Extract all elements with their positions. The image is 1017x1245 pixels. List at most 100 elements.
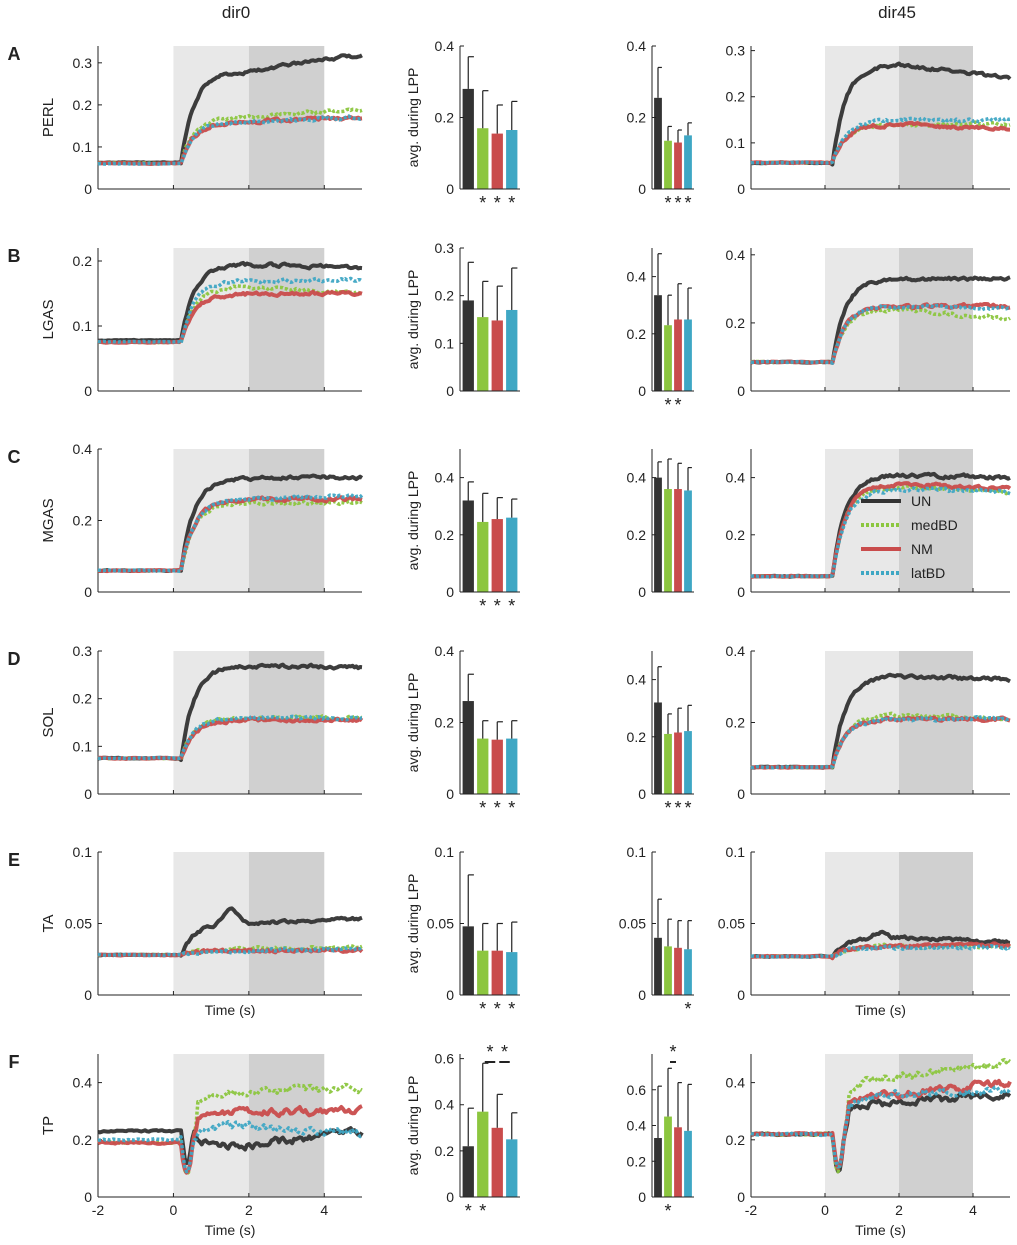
PERL-bar-dir45-star-medBD: * [664,193,671,213]
SOL-bar-dir45-bar-NM [674,732,682,794]
LGAS-bar-dir0-bar-NM [491,320,503,391]
legend-label-NM: NM [911,541,933,557]
LGAS-dir45-perturbation-window [825,248,899,391]
PERL-dir45-trace-NM [750,120,1011,166]
TA-bar-dir0-y-tick-label: 0.1 [435,844,455,860]
LGAS-bar-dir45-y-tick-label: 0.2 [627,326,647,342]
TA-dir0-y-tick-label: 0.05 [65,916,92,932]
TP-dir45-trace-latBD [750,1085,1012,1169]
SOL-bar-dir0-bar-medBD [477,738,489,794]
muscle-label-TP: TP [40,1116,57,1135]
LGAS-dir45-trace-medBD [750,306,1011,365]
PERL-bar-dir45-y-tick-label: 0.2 [627,110,647,126]
TP-bar-dir0-star-UN: * [465,1201,472,1221]
PERL-dir0-y-tick-label: 0 [84,181,92,197]
MGAS-bar-dir0-star-NM: * [494,596,501,616]
PERL-bar-dir0-bar-medBD [477,128,489,189]
TP-dir0-trace-NM [97,1104,363,1175]
TA-bar-dir0-bar-NM [491,950,503,995]
muscle-label-LGAS: LGAS [40,299,57,339]
panel-letter-C: C [8,447,21,467]
LGAS-bar-dir45-bar-NM [674,319,682,391]
TP-bar-dir0-y-tick-label: 0.4 [435,1097,455,1113]
PERL-dir0-y-tick-label: 0.2 [73,97,93,113]
SOL-dir0-y-tick-label: 0.1 [73,738,93,754]
LGAS-bar-dir0-y-tick-label: 0 [446,383,454,399]
MGAS-dir0-lpp-window [248,449,325,592]
PERL-bar-dir45-bar-medBD [664,140,672,189]
MGAS-bar-dir45-y-tick-label: 0 [638,584,646,600]
MGAS-bar-dir0-y-label: avg. during LPP [405,471,421,571]
MGAS-bar-dir0-bar-NM [491,519,503,592]
muscle-label-TA: TA [40,914,57,932]
LGAS-bar-dir45-bar-medBD [664,325,672,391]
MGAS-bar-dir0-y-tick-label: 0 [446,584,454,600]
TP-dir0-trace-UN [97,1126,364,1166]
PERL-bar-dir0-star-latBD: * [508,193,515,213]
MGAS-bar-dir0-star-medBD: * [479,596,486,616]
MGAS-dir45-y-tick-label: 0 [737,584,745,600]
MGAS-bar-dir0-y-tick-label: 0.2 [435,527,455,543]
LGAS-dir45-trace-latBD [750,303,1011,365]
SOL-bar-dir0-y-label: avg. during LPP [405,673,421,773]
SOL-bar-dir0-y-tick-label: 0.4 [435,643,455,659]
PERL-bar-dir0-star-NM: * [494,193,501,213]
MGAS-bar-dir0-bar-medBD [477,521,489,592]
PERL-bar-dir45-bar-NM [674,142,682,189]
SOL-bar-dir45-y-tick-label: 0.2 [627,729,647,745]
PERL-dir0-perturbation-window [173,46,249,189]
LGAS-bar-dir0-y-tick-label: 0.3 [435,240,455,256]
TP-bar-dir0-y-tick-label: 0.6 [435,1051,455,1067]
PERL-bar-dir0-bar-UN [462,88,474,189]
PERL-bar-dir45-y-tick-label: 0 [638,181,646,197]
TP-bar-dir45-y-tick-label: 0.2 [627,1153,647,1169]
TP-bar-dir0-bar-latBD [506,1139,518,1197]
LGAS-dir45-y-tick-label: 0.2 [726,315,746,331]
TA-dir0-y-tick-label: 0 [84,987,92,1003]
muscle-label-PERL: PERL [40,98,57,137]
TA-bar-dir45-bar-UN [654,937,662,995]
PERL-bar-dir0-y-tick-label: 0.4 [435,38,455,54]
TA-dir0-y-tick-label: 0.1 [73,844,93,860]
PERL-bar-dir45-bar-latBD [684,135,692,189]
TA-dir45-y-tick-label: 0 [737,987,745,1003]
TP-bar-dir45-sig-star: * [669,1042,676,1062]
TP-dir0-x-tick-label: -2 [92,1202,105,1218]
LGAS-bar-dir0-bar-latBD [506,309,518,391]
PERL-dir45-trace-medBD [750,120,1011,165]
SOL-bar-dir45-bar-UN [654,702,662,794]
muscle-label-MGAS: MGAS [40,498,57,542]
TP-dir0-y-tick-label: 0.4 [73,1075,93,1091]
MGAS-dir0-y-tick-label: 0 [84,584,92,600]
TA-bar-dir45-y-tick-label: 0.05 [619,916,646,932]
LGAS-dir0-y-tick-label: 0 [84,383,92,399]
TP-bar-dir0-y-label: avg. during LPP [405,1076,421,1176]
TP-bar-dir45-bar-NM [674,1127,682,1197]
MGAS-dir0-y-tick-label: 0.4 [73,441,93,457]
TP-bar-dir45-bar-medBD [664,1116,672,1197]
TP-bar-dir0-bar-medBD [477,1111,489,1197]
TP-dir45-x-label: Time (s) [855,1222,906,1238]
TA-bar-dir0-bar-medBD [477,950,489,995]
LGAS-bar-dir45-star-medBD: * [664,395,671,415]
LGAS-dir0-y-tick-label: 0.1 [73,318,93,334]
TP-dir0-x-tick-label: 0 [170,1202,178,1218]
SOL-dir45-y-tick-label: 0.2 [726,715,746,731]
legend-label-medBD: medBD [911,517,958,533]
TA-bar-dir0-star-latBD: * [508,999,515,1019]
MGAS-bar-dir45-bar-latBD [684,490,692,592]
MGAS-dir45-y-tick-label: 0.2 [726,527,746,543]
TP-dir45-x-tick-label: 4 [969,1202,977,1218]
SOL-bar-dir0-y-tick-label: 0.2 [435,715,455,731]
MGAS-bar-dir45-y-tick-label: 0.2 [627,527,647,543]
MGAS-dir45-y-tick-label: 0.4 [726,470,746,486]
LGAS-dir45-lpp-window [899,248,973,391]
PERL-bar-dir0-star-medBD: * [479,193,486,213]
panel-letter-F: F [9,1052,20,1072]
PERL-dir45-y-tick-label: 0.2 [726,89,746,105]
TP-dir0-trace-latBD [97,1119,364,1174]
TP-bar-dir45-y-tick-label: 0 [638,1189,646,1205]
TP-bar-dir0-bar-NM [491,1127,503,1197]
TA-bar-dir0-bar-latBD [506,952,518,995]
